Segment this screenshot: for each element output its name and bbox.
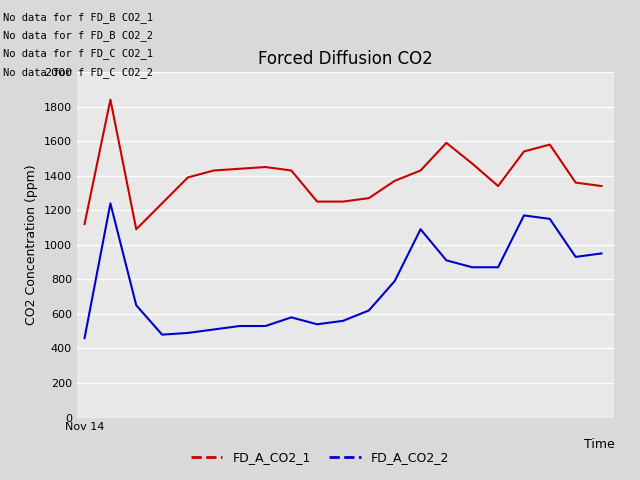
Text: No data for f FD_C CO2_1: No data for f FD_C CO2_1 bbox=[3, 48, 153, 60]
Y-axis label: CO2 Concentration (ppm): CO2 Concentration (ppm) bbox=[25, 165, 38, 325]
Text: Time: Time bbox=[584, 438, 614, 451]
Title: Forced Diffusion CO2: Forced Diffusion CO2 bbox=[258, 49, 433, 68]
Text: No data for f FD_C CO2_2: No data for f FD_C CO2_2 bbox=[3, 67, 153, 78]
Text: No data for f FD_B CO2_2: No data for f FD_B CO2_2 bbox=[3, 30, 153, 41]
Legend: FD_A_CO2_1, FD_A_CO2_2: FD_A_CO2_1, FD_A_CO2_2 bbox=[186, 446, 454, 469]
Text: No data for f FD_B CO2_1: No data for f FD_B CO2_1 bbox=[3, 12, 153, 23]
